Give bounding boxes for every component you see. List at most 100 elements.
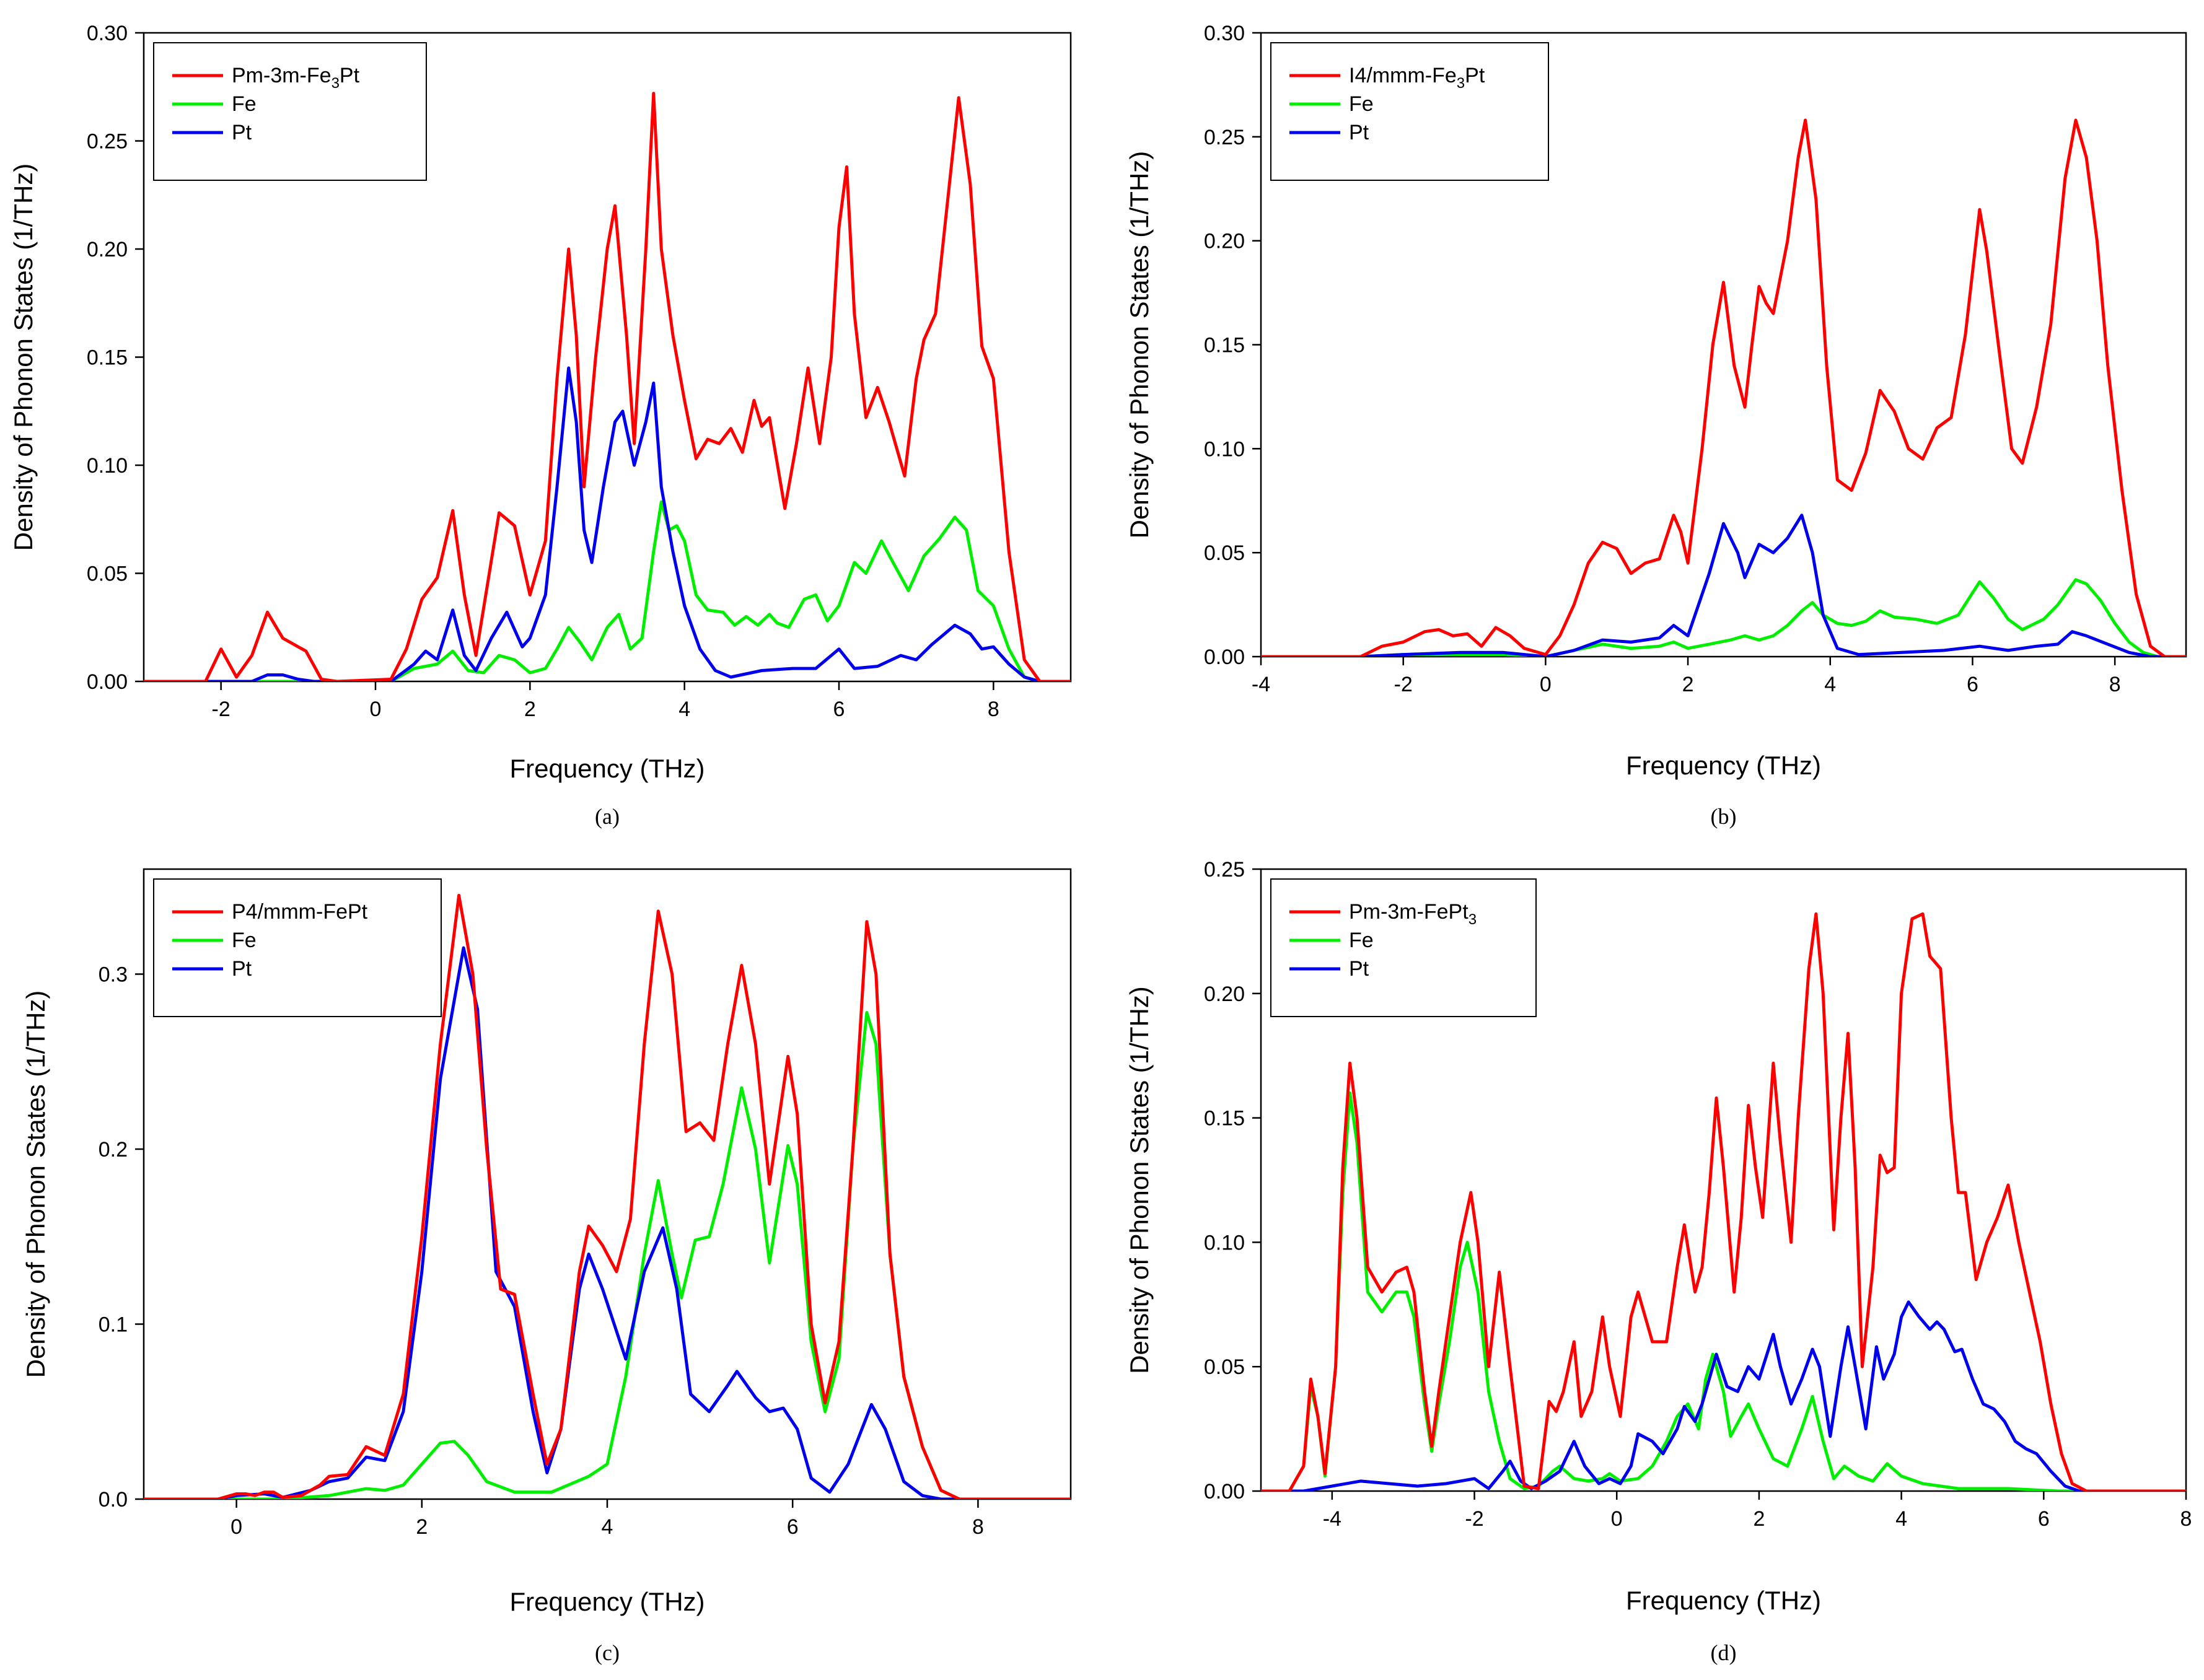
- y-axis-label: Density of Phonon States (1/THz): [1125, 151, 1154, 539]
- total-dos-line: [1261, 118, 2186, 657]
- legend-entry-text: I4/mmm-Fe: [1349, 64, 1457, 87]
- plot-frame: [1260, 868, 2187, 1492]
- x-tick-label: 2: [1753, 1507, 1765, 1531]
- x-axis-label: Frequency (THz): [1626, 1586, 1821, 1615]
- panel-a: -2 0 2 4 6 8 0.00 0.05 0.10 0.15 0.20 0.25 0.30 Frequ…: [9, 22, 1072, 829]
- panel-c: 0 2 4 6 8 0.0 0.1 0.2 0.3 Frequency (THz) Density …: [21, 868, 1072, 1665]
- y-tick-label: 0.20: [87, 238, 128, 261]
- y-tick-label: 0.0: [99, 1488, 128, 1512]
- pt-dos-line: [1261, 1300, 2186, 1491]
- y-tick-label: 0.15: [87, 346, 128, 370]
- y-tick-label: 0.15: [1204, 334, 1245, 357]
- legend-entry: Pt: [1349, 121, 1369, 144]
- x-tick-label: 2: [1682, 673, 1694, 696]
- y-tick-label: 0.25: [87, 130, 128, 154]
- y-axis-label: Density of Phonon States (1/THz): [21, 991, 50, 1378]
- y-tick-label: 0.3: [99, 963, 128, 987]
- y-tick-label: 0.25: [1204, 858, 1245, 882]
- y-tick-label: 0.25: [1204, 126, 1245, 149]
- x-tick-label: -2: [212, 698, 230, 721]
- legend: P4/mmm-FePt Fe Pt: [153, 878, 442, 1017]
- x-tick-label: -4: [1323, 1507, 1341, 1531]
- y-tick-label: 0.15: [1204, 1107, 1245, 1131]
- x-tick-label: -2: [1394, 673, 1413, 696]
- y-tick-label: 0.30: [1204, 22, 1245, 45]
- legend-entry-text: Pt: [1349, 957, 1369, 981]
- panel-caption: (c): [595, 1640, 620, 1665]
- y-axis-label: Density of Phonon States (1/THz): [1125, 986, 1154, 1374]
- x-tick-label: 0: [230, 1515, 242, 1539]
- legend-entry: Fe: [232, 929, 257, 952]
- legend-entry-text: Fe: [232, 92, 257, 116]
- legend-entry-text: Pm-3m-FePt: [1349, 900, 1469, 924]
- panel-caption: (d): [1711, 1640, 1737, 1665]
- legend-entry-text: Pt: [232, 957, 252, 981]
- x-tick-label: 6: [1967, 673, 1978, 696]
- x-tick-label: 4: [1895, 1507, 1907, 1531]
- y-tick-label: 0.00: [1204, 1480, 1245, 1503]
- x-tick-label: -4: [1252, 673, 1270, 696]
- legend-entry-text: P4/mmm-FePt: [232, 900, 368, 924]
- y-axis-label: Density of Phonon States (1/THz): [9, 164, 38, 551]
- x-tick-label: 6: [2038, 1507, 2050, 1531]
- legend-entry: Pm-3m-Fe3Pt: [232, 64, 360, 92]
- y-tick-label: 0.10: [87, 454, 128, 478]
- y-tick-label: 0.05: [87, 562, 128, 586]
- x-tick-label: 8: [988, 698, 999, 721]
- panel-caption: (b): [1711, 804, 1737, 829]
- fe-dos-line: [144, 1011, 1071, 1499]
- y-tick-label: 0.20: [1204, 982, 1245, 1006]
- pt-dos-line: [1261, 514, 2186, 657]
- total-dos-line: [1261, 912, 2186, 1491]
- series-group: [1261, 118, 2186, 657]
- legend-entry-subscript: 3: [1457, 75, 1465, 92]
- legend-entry: Fe: [1349, 929, 1374, 952]
- fe-dos-line: [1261, 578, 2186, 657]
- legend-entry: Pt: [232, 957, 252, 981]
- x-axis-label: Frequency (THz): [509, 754, 705, 783]
- legend-entry: Fe: [1349, 92, 1374, 116]
- legend-box: [1270, 878, 1537, 1017]
- y-tick-label: 0.00: [87, 670, 128, 694]
- legend-entry-suffix: Pt: [340, 64, 360, 87]
- fe-dos-line: [1261, 1091, 2186, 1491]
- legend-entry-text: Fe: [232, 929, 257, 952]
- pt-dos-line: [144, 366, 1071, 681]
- legend-entry: Pm-3m-FePt3: [1349, 900, 1477, 928]
- panel-b: -4 -2 0 2 4 6 8 0.00 0.05 0.10 0.15 0.20 0.25 0.30 Fre…: [1125, 22, 2187, 829]
- y-tick-label: 0.05: [1204, 541, 1245, 565]
- x-tick-label: 0: [370, 698, 382, 721]
- x-axis-label: Frequency (THz): [509, 1587, 705, 1616]
- pt-dos-line: [144, 946, 1071, 1499]
- x-tick-label: 6: [787, 1515, 799, 1539]
- legend-entry-text: Fe: [1349, 929, 1374, 952]
- y-tick-label: 0.30: [87, 22, 128, 45]
- legend-entry-text: Pt: [232, 121, 252, 144]
- legend-entry-text: Pt: [1349, 121, 1369, 144]
- legend-entry: Fe: [232, 92, 257, 116]
- legend-entry-text: Fe: [1349, 92, 1374, 116]
- series-group: [1261, 912, 2186, 1491]
- total-dos-line: [144, 893, 1071, 1499]
- fe-dos-line: [144, 500, 1071, 681]
- legend-entry: P4/mmm-FePt: [232, 900, 368, 924]
- legend-entry-subscript: 3: [331, 75, 340, 92]
- series-group: [144, 893, 1071, 1499]
- x-tick-label: 2: [524, 698, 536, 721]
- panel-d: -4 -2 0 2 4 6 8 0.00 0.05 0.10 0.15 0.20 0.25 Frequen…: [1125, 858, 2192, 1665]
- y-tick-label: 0.10: [1204, 1231, 1245, 1254]
- y-tick-label: 0.00: [1204, 645, 1245, 669]
- panel-caption: (a): [595, 804, 620, 829]
- legend-entry: Pt: [1349, 957, 1369, 981]
- legend-entry-subscript: 3: [1469, 911, 1477, 928]
- legend-box: [153, 42, 427, 181]
- x-tick-label: 4: [1824, 673, 1836, 696]
- legend-box: [153, 878, 442, 1017]
- x-tick-label: 0: [1611, 1507, 1623, 1531]
- x-tick-label: 8: [2109, 673, 2121, 696]
- legend-box: [1270, 42, 1549, 181]
